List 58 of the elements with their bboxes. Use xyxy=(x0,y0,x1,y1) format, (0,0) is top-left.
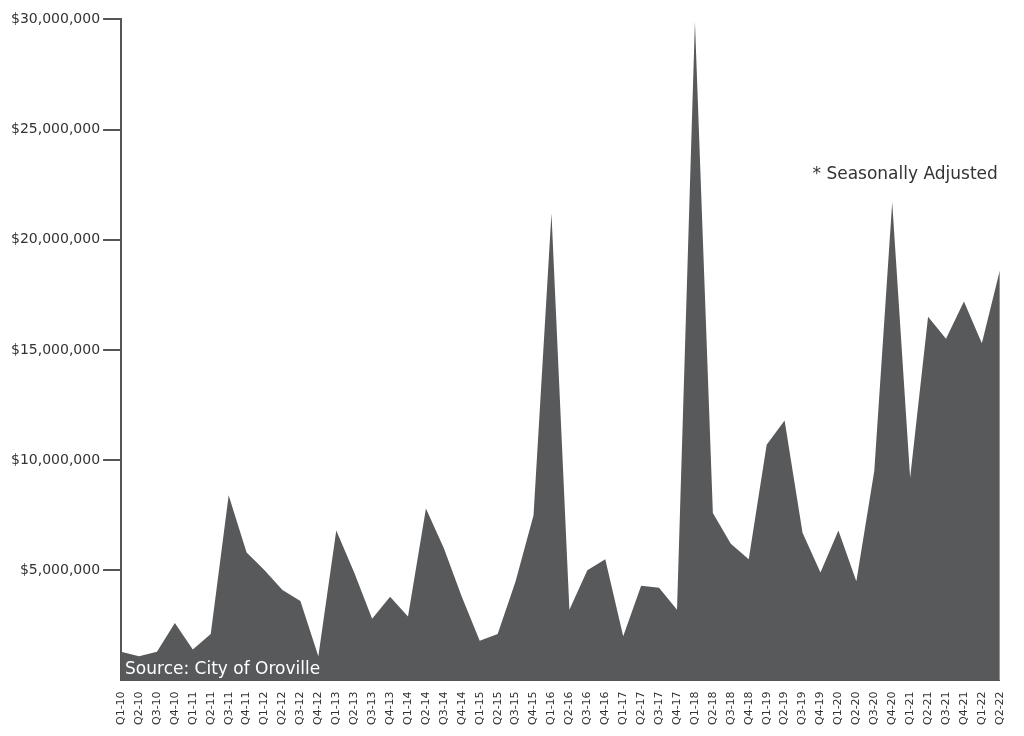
x-tick-label: Q1-12 xyxy=(257,691,271,725)
x-tick-label: Q2-19 xyxy=(777,691,791,725)
x-tick-label: Q1-13 xyxy=(329,691,343,725)
x-tick-label: Q4-11 xyxy=(239,691,253,725)
x-tick-label: Q2-18 xyxy=(705,691,719,725)
x-tick-label: Q4-16 xyxy=(598,691,612,725)
x-tick-label: Q3-19 xyxy=(795,691,809,725)
x-tick-label: Q1-14 xyxy=(400,691,414,725)
x-tick-label: Q1-20 xyxy=(831,691,845,725)
y-tick-label: $20,000,000 xyxy=(10,230,101,247)
x-tick-label: Q3-18 xyxy=(723,691,737,725)
y-tick-label: $30,000,000 xyxy=(10,10,101,27)
x-tick-label: Q2-16 xyxy=(562,691,576,725)
x-tick-label: Q2-20 xyxy=(849,691,863,725)
x-tick-label: Q3-14 xyxy=(436,691,450,725)
x-tick-label: Q1-11 xyxy=(185,691,199,725)
x-tick-label: Q1-21 xyxy=(902,691,916,725)
x-tick-label: Q2-11 xyxy=(203,691,217,725)
x-tick-label: Q3-15 xyxy=(508,691,522,725)
x-tick-label: Q4-10 xyxy=(167,691,181,725)
x-tick-label: Q3-10 xyxy=(149,691,163,725)
annotation: Source: City of Oroville xyxy=(125,658,321,679)
x-tick-label: Q1-22 xyxy=(974,691,988,725)
x-tick-label: Q3-13 xyxy=(364,691,378,725)
x-tick-label: Q4-21 xyxy=(956,691,970,725)
annotation: * Seasonally Adjusted xyxy=(812,163,998,184)
x-tick-label: Q2-12 xyxy=(275,691,289,725)
x-tick-label: Q2-22 xyxy=(992,691,1006,725)
x-tick-label: Q2-15 xyxy=(490,691,504,725)
x-tick-label: Q2-14 xyxy=(418,691,432,725)
x-tick-label: Q1-18 xyxy=(687,691,701,725)
y-tick-label: $15,000,000 xyxy=(10,340,101,357)
x-tick-label: Q4-13 xyxy=(382,691,396,725)
x-tick-label: Q3-16 xyxy=(580,691,594,725)
x-tick-label: Q3-12 xyxy=(293,691,307,725)
x-tick-label: Q1-19 xyxy=(759,691,773,725)
x-tick-label: Q4-18 xyxy=(741,691,755,725)
x-tick-label: Q2-13 xyxy=(347,691,361,725)
y-tick-label: $10,000,000 xyxy=(10,450,101,467)
x-tick-label: Q4-12 xyxy=(311,691,325,725)
x-tick-label: Q3-21 xyxy=(938,691,952,725)
x-tick-label: Q2-17 xyxy=(633,691,647,725)
x-tick-label: Q4-19 xyxy=(813,691,827,725)
x-tick-label: Q2-21 xyxy=(920,691,934,725)
x-tick-label: Q4-15 xyxy=(526,691,540,725)
x-tick-label: Q4-17 xyxy=(669,691,683,725)
x-tick-label: Q3-20 xyxy=(867,691,881,725)
x-tick-label: Q2-10 xyxy=(131,691,145,725)
x-tick-label: Q1-16 xyxy=(544,691,558,725)
y-tick-label: $5,000,000 xyxy=(19,560,101,577)
x-tick-label: Q3-17 xyxy=(651,691,665,725)
x-tick-label: Q4-14 xyxy=(454,691,468,725)
x-tick-label: Q1-15 xyxy=(472,691,486,725)
x-tick-label: Q1-10 xyxy=(113,691,127,725)
y-tick-label: $25,000,000 xyxy=(10,120,101,137)
x-tick-label: Q3-11 xyxy=(221,691,235,725)
x-tick-label: Q4-20 xyxy=(885,691,899,725)
x-tick-label: Q1-17 xyxy=(616,691,630,725)
